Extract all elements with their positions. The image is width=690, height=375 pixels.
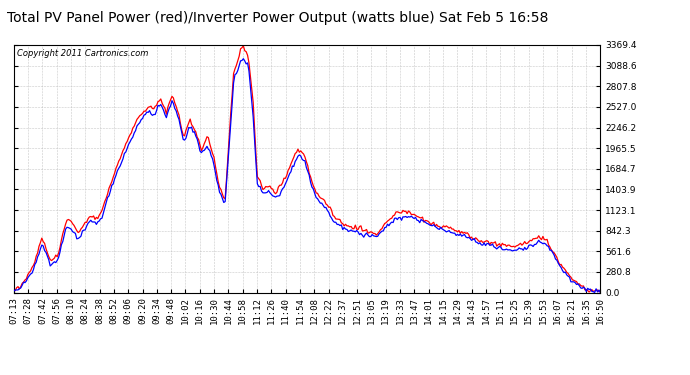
Text: Copyright 2011 Cartronics.com: Copyright 2011 Cartronics.com [17,49,148,58]
Text: Total PV Panel Power (red)/Inverter Power Output (watts blue) Sat Feb 5 16:58: Total PV Panel Power (red)/Inverter Powe… [7,11,549,25]
